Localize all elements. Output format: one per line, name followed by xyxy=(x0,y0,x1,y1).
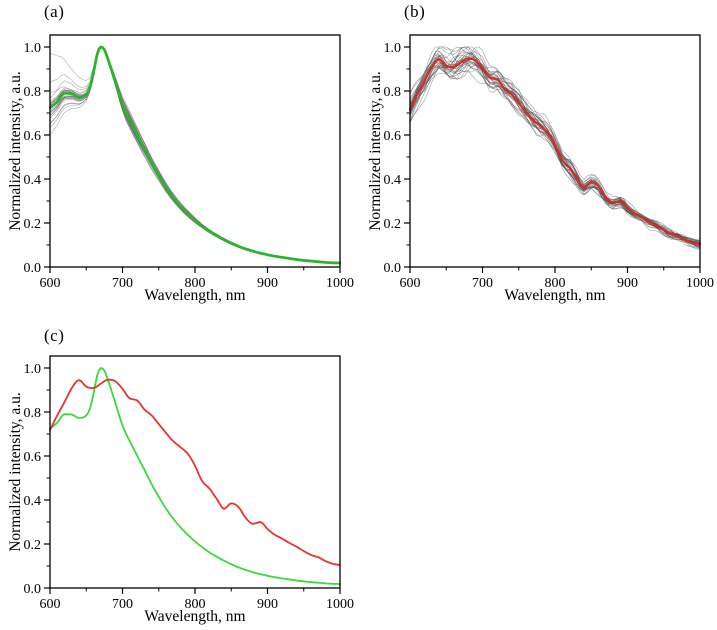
x-tick-label: 700 xyxy=(472,276,493,291)
y-tick-label: 0.4 xyxy=(384,173,402,188)
spectrum-line xyxy=(49,46,341,264)
spectrum-line xyxy=(49,46,341,264)
x-tick-label: 1000 xyxy=(326,597,354,612)
spectrum-line xyxy=(49,46,341,264)
y-tick-label: 0.2 xyxy=(384,217,402,232)
spectrum-line xyxy=(49,46,341,264)
spectrum-line xyxy=(49,46,341,264)
plot-frame xyxy=(49,355,341,589)
spectrum-line xyxy=(49,46,341,264)
spectrum-line xyxy=(49,46,341,264)
spectrum-line xyxy=(49,46,341,264)
y-tick-label: 0.8 xyxy=(24,406,42,421)
y-tick-label: 0.2 xyxy=(24,217,42,232)
curves-group xyxy=(49,45,341,265)
x-tick-label: 1000 xyxy=(686,276,714,291)
y-tick-label: 1.0 xyxy=(384,41,402,56)
panel-c-label: (c) xyxy=(44,326,65,345)
mean-spectrum-a xyxy=(49,45,341,265)
spectrum-line xyxy=(49,46,341,264)
panel-c-plot: 600 700 800 900 1000 0.0 0.2 0.4 0.6 0.8 1.0 xyxy=(24,355,354,612)
x-tick-label: 700 xyxy=(112,276,133,291)
mean-spectrum-b xyxy=(409,57,701,246)
spectrum-line xyxy=(49,46,341,264)
x-tick-label: 900 xyxy=(257,276,278,291)
x-tick-label: 800 xyxy=(545,276,566,291)
spectrum-line xyxy=(409,62,701,246)
y-tick-label: 0.2 xyxy=(24,538,42,553)
panel-c: (c) Normalized intensity, a.u. 600 700 800… xyxy=(0,321,357,630)
y-tick-label: 0.0 xyxy=(24,582,42,597)
y-tick-label: 0.4 xyxy=(24,494,42,509)
y-tick-label: 1.0 xyxy=(24,41,42,56)
x-tick-label: 900 xyxy=(257,597,278,612)
spectrum-line xyxy=(49,46,341,264)
panel-b-plot: 600 700 800 900 1000 0.0 0.2 0.4 0.6 0.8 1.0 xyxy=(384,34,714,291)
spectrum-line xyxy=(49,46,341,264)
spectrum-line xyxy=(49,46,341,264)
x-tick-label: 600 xyxy=(400,276,421,291)
spectrum-line xyxy=(409,61,701,244)
y-tick-label: 0.6 xyxy=(384,129,402,144)
plot-frame xyxy=(49,34,341,268)
y-tick-label: 0.0 xyxy=(24,261,42,276)
spectrum-line xyxy=(49,46,341,264)
y-tick-label: 0.6 xyxy=(24,129,42,144)
spectrum-line xyxy=(409,63,701,248)
spectrum-line xyxy=(49,46,341,264)
curves-group xyxy=(409,46,701,250)
y-tick-label: 0.8 xyxy=(24,85,42,100)
y-tick-label: 0.8 xyxy=(384,85,402,100)
panel-b: (b) Normalized intensity, a.u. 600 700 800… xyxy=(360,0,717,315)
spectrum-line xyxy=(49,46,341,264)
x-tick-label: 800 xyxy=(185,597,206,612)
spectrum-line xyxy=(409,46,701,242)
x-tick-label: 900 xyxy=(617,276,638,291)
spectrum-line xyxy=(409,67,701,242)
spectrum-line xyxy=(49,46,341,264)
panel-c-x-axis-title: Wavelength, nm xyxy=(144,608,246,625)
panel-b-label: (b) xyxy=(404,2,426,21)
x-tick-label: 700 xyxy=(112,597,133,612)
mean-spectrum-c xyxy=(49,378,341,567)
plot-frame xyxy=(409,34,701,268)
y-tick-label: 0.4 xyxy=(24,173,42,188)
mean-spectrum-c xyxy=(49,367,341,585)
x-tick-label: 1000 xyxy=(326,276,354,291)
x-tick-label: 600 xyxy=(40,597,61,612)
panel-a-x-axis-title: Wavelength, nm xyxy=(144,287,246,304)
spectrum-line xyxy=(49,46,341,264)
spectrum-line xyxy=(409,56,701,248)
spectrum-line xyxy=(49,46,341,264)
spectrum-line xyxy=(49,46,341,264)
x-tick-label: 600 xyxy=(40,276,61,291)
spectrum-line xyxy=(49,46,341,264)
panel-a: (a) Normalized intensity, a.u. 600 700 800… xyxy=(0,0,357,315)
spectrum-line xyxy=(49,46,341,264)
panel-a-plot: 600 700 800 900 1000 0.0 0.2 0.4 0.6 0.8 1.0 xyxy=(24,34,354,291)
panel-b-x-axis-title: Wavelength, nm xyxy=(504,287,606,304)
panel-a-label: (a) xyxy=(44,2,65,21)
y-tick-label: 1.0 xyxy=(24,362,42,377)
spectrum-line xyxy=(49,46,341,264)
spectrum-line xyxy=(409,46,701,242)
spectrum-line xyxy=(49,46,341,264)
curves-group xyxy=(49,367,341,585)
y-tick-label: 0.0 xyxy=(384,261,402,276)
x-tick-label: 800 xyxy=(185,276,206,291)
spectrum-line xyxy=(409,59,701,242)
spectrum-line xyxy=(49,46,341,264)
spectrum-line xyxy=(49,46,341,264)
y-tick-label: 0.6 xyxy=(24,450,42,465)
